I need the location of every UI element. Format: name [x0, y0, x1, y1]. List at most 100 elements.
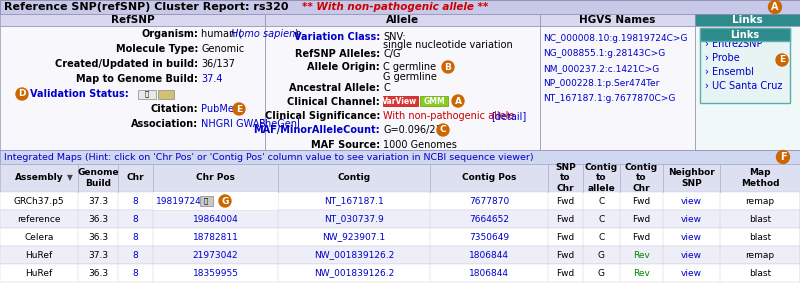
- Bar: [0, 264, 800, 282]
- Text: remap: remap: [746, 197, 774, 205]
- Text: Celera: Celera: [24, 232, 54, 241]
- Text: C: C: [598, 214, 605, 224]
- Text: ▼: ▼: [67, 174, 73, 183]
- Text: Genomic: Genomic: [201, 44, 244, 54]
- Text: 37.3: 37.3: [88, 197, 108, 205]
- Text: 8: 8: [133, 251, 138, 259]
- Bar: [265, 26, 540, 150]
- Text: RefSNP: RefSNP: [110, 15, 154, 25]
- Text: 36.3: 36.3: [88, 269, 108, 278]
- Circle shape: [437, 124, 449, 136]
- Text: Fwd: Fwd: [556, 251, 574, 259]
- Text: [detail]: [detail]: [491, 111, 526, 121]
- Text: remap: remap: [746, 251, 774, 259]
- Text: MAF/MinorAlleleCount:: MAF/MinorAlleleCount:: [254, 125, 380, 135]
- Circle shape: [233, 103, 245, 115]
- Text: PubMed: PubMed: [201, 104, 240, 114]
- Text: 21973042: 21973042: [193, 251, 238, 259]
- Circle shape: [777, 150, 790, 164]
- Circle shape: [219, 195, 231, 207]
- Text: Links: Links: [730, 30, 759, 40]
- Text: › Probe: › Probe: [705, 53, 740, 63]
- Text: A: A: [771, 2, 778, 12]
- Bar: [540, 26, 695, 150]
- Text: GMM: GMM: [423, 96, 445, 106]
- Bar: [540, 14, 695, 26]
- Circle shape: [452, 95, 464, 107]
- Text: Organism:: Organism:: [141, 29, 198, 39]
- Text: blast: blast: [749, 214, 771, 224]
- Text: 8: 8: [133, 197, 138, 205]
- Text: Variation Class:: Variation Class:: [294, 32, 380, 42]
- Text: HuRef: HuRef: [26, 251, 53, 259]
- Bar: [158, 90, 174, 99]
- Bar: [700, 28, 790, 103]
- Text: Neighbor
SNP: Neighbor SNP: [668, 168, 715, 188]
- Text: C: C: [383, 83, 390, 93]
- Text: G: G: [222, 197, 229, 205]
- Text: single nucleotide variation: single nucleotide variation: [383, 40, 513, 50]
- Text: Allele Origin:: Allele Origin:: [307, 62, 380, 72]
- Text: RefSNP Alleles:: RefSNP Alleles:: [295, 49, 380, 59]
- Text: view: view: [681, 251, 702, 259]
- Text: Rev: Rev: [633, 269, 650, 278]
- Text: NW_001839126.2: NW_001839126.2: [314, 269, 394, 278]
- Text: VarView: VarView: [382, 96, 418, 106]
- Text: 8: 8: [133, 269, 138, 278]
- Text: PheGenI: PheGenI: [259, 119, 300, 129]
- Circle shape: [442, 61, 454, 73]
- Text: NT_030737.9: NT_030737.9: [324, 214, 384, 224]
- Text: Links: Links: [732, 15, 763, 25]
- Text: Molecule Type:: Molecule Type:: [116, 44, 198, 54]
- Text: human (: human (: [201, 29, 242, 39]
- Text: NT_167187.1:g.7677870C>G: NT_167187.1:g.7677870C>G: [543, 94, 675, 103]
- Text: Clinical Channel:: Clinical Channel:: [287, 97, 380, 107]
- Bar: [695, 14, 800, 26]
- Text: Integrated Maps (Hint: click on 'Chr Pos' or 'Contig Pos' column value to see va: Integrated Maps (Hint: click on 'Chr Pos…: [4, 152, 534, 162]
- Text: Reference SNP(refSNP) Cluster Report: rs320: Reference SNP(refSNP) Cluster Report: rs…: [4, 2, 289, 12]
- Bar: [0, 228, 800, 246]
- Text: 7664652: 7664652: [469, 214, 509, 224]
- Text: B: B: [445, 63, 451, 71]
- Text: 36/137: 36/137: [201, 59, 235, 69]
- Text: ): ): [294, 29, 298, 39]
- Text: 1000 Genomes: 1000 Genomes: [383, 140, 457, 150]
- Text: Fwd: Fwd: [556, 232, 574, 241]
- Text: HGVS Names: HGVS Names: [579, 15, 656, 25]
- Text: 1806844: 1806844: [469, 251, 509, 259]
- Text: GRCh37.p5: GRCh37.p5: [14, 197, 64, 205]
- Bar: [700, 28, 790, 41]
- Bar: [383, 96, 418, 106]
- Text: 18359955: 18359955: [193, 269, 238, 278]
- Text: 19819724: 19819724: [156, 197, 202, 205]
- Text: 1806844: 1806844: [469, 269, 509, 278]
- Text: G: G: [598, 251, 605, 259]
- Text: C germline: C germline: [383, 62, 436, 72]
- Bar: [153, 192, 278, 210]
- Text: › EntrezSNP: › EntrezSNP: [705, 39, 762, 49]
- Text: NW_923907.1: NW_923907.1: [322, 232, 386, 241]
- Bar: [0, 0, 800, 14]
- Bar: [265, 14, 540, 26]
- Text: Association:: Association:: [131, 119, 198, 129]
- Text: 8: 8: [133, 214, 138, 224]
- Circle shape: [769, 1, 782, 13]
- Text: D: D: [18, 90, 26, 98]
- Text: C: C: [598, 232, 605, 241]
- Text: NHGRI GWAS: NHGRI GWAS: [201, 119, 266, 129]
- Text: 37.4: 37.4: [201, 74, 222, 84]
- Text: G=0.096/210: G=0.096/210: [383, 125, 448, 135]
- Text: 36.3: 36.3: [88, 214, 108, 224]
- Text: Allele: Allele: [386, 15, 419, 25]
- Text: blast: blast: [749, 269, 771, 278]
- Text: Fwd: Fwd: [632, 197, 650, 205]
- Text: 18782811: 18782811: [193, 232, 238, 241]
- Text: Citation:: Citation:: [150, 104, 198, 114]
- Text: NW_001839126.2: NW_001839126.2: [314, 251, 394, 259]
- Text: Validation Status:: Validation Status:: [30, 89, 129, 99]
- Text: Contig
to
Chr: Contig to Chr: [625, 163, 658, 193]
- Text: A: A: [454, 96, 462, 106]
- Bar: [138, 90, 156, 99]
- Text: With non-pathogenic allele: With non-pathogenic allele: [383, 111, 514, 121]
- Text: › UC Santa Cruz: › UC Santa Cruz: [705, 81, 782, 91]
